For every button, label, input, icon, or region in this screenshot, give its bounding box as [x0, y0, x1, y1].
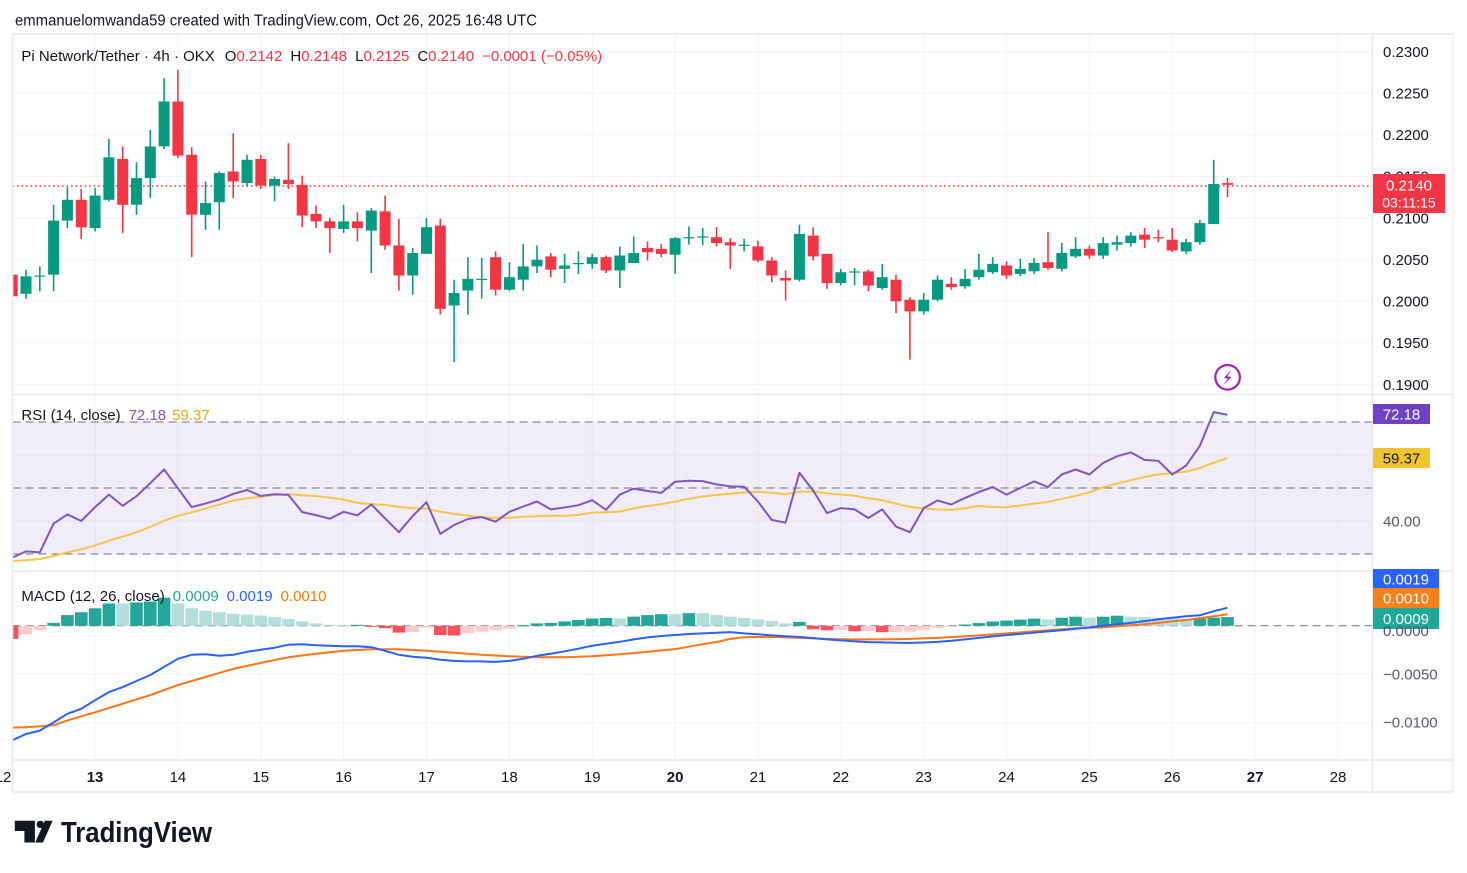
svg-text:23: 23 — [915, 769, 932, 786]
svg-text:0.0009: 0.0009 — [1383, 611, 1429, 628]
svg-text:28: 28 — [1330, 769, 1347, 786]
svg-text:0.2100: 0.2100 — [1383, 210, 1429, 227]
svg-text:0.2050: 0.2050 — [1383, 252, 1429, 269]
svg-text:19: 19 — [584, 769, 601, 786]
svg-text:0.0000: 0.0000 — [1383, 623, 1429, 640]
svg-text:25: 25 — [1081, 769, 1098, 786]
svg-text:13: 13 — [87, 769, 104, 786]
svg-text:TradingView: TradingView — [61, 817, 212, 849]
svg-text:20: 20 — [667, 769, 684, 786]
svg-text:21: 21 — [750, 769, 767, 786]
svg-text:0.2140: 0.2140 — [1386, 178, 1432, 195]
svg-text:15: 15 — [252, 769, 269, 786]
svg-text:16: 16 — [335, 769, 352, 786]
svg-text:12: 12 — [0, 769, 11, 786]
svg-text:0.0019: 0.0019 — [1383, 572, 1429, 589]
svg-text:14: 14 — [170, 769, 187, 786]
svg-text:24: 24 — [998, 769, 1015, 786]
svg-text:18: 18 — [501, 769, 518, 786]
svg-text:03:11:15: 03:11:15 — [1382, 195, 1436, 211]
svg-text:0.2300: 0.2300 — [1383, 44, 1429, 61]
svg-text:27: 27 — [1247, 769, 1264, 786]
svg-text:−0.0050: −0.0050 — [1383, 667, 1438, 684]
svg-text:0.1950: 0.1950 — [1383, 335, 1429, 352]
svg-text:17: 17 — [418, 769, 435, 786]
svg-text:22: 22 — [832, 769, 849, 786]
svg-text:0.2200: 0.2200 — [1383, 127, 1429, 144]
svg-text:−0.0100: −0.0100 — [1383, 715, 1438, 732]
svg-text:59.37: 59.37 — [1383, 451, 1421, 468]
svg-text:0.2000: 0.2000 — [1383, 294, 1429, 311]
svg-text:0.0010: 0.0010 — [1383, 591, 1429, 608]
svg-text:72.18: 72.18 — [1383, 407, 1421, 424]
svg-text:0.1900: 0.1900 — [1383, 377, 1429, 394]
svg-text:40.00: 40.00 — [1383, 514, 1421, 531]
svg-text:0.2250: 0.2250 — [1383, 85, 1429, 102]
svg-text:emmanuelomwanda59 created with: emmanuelomwanda59 created with TradingVi… — [15, 13, 537, 30]
svg-text:26: 26 — [1164, 769, 1181, 786]
